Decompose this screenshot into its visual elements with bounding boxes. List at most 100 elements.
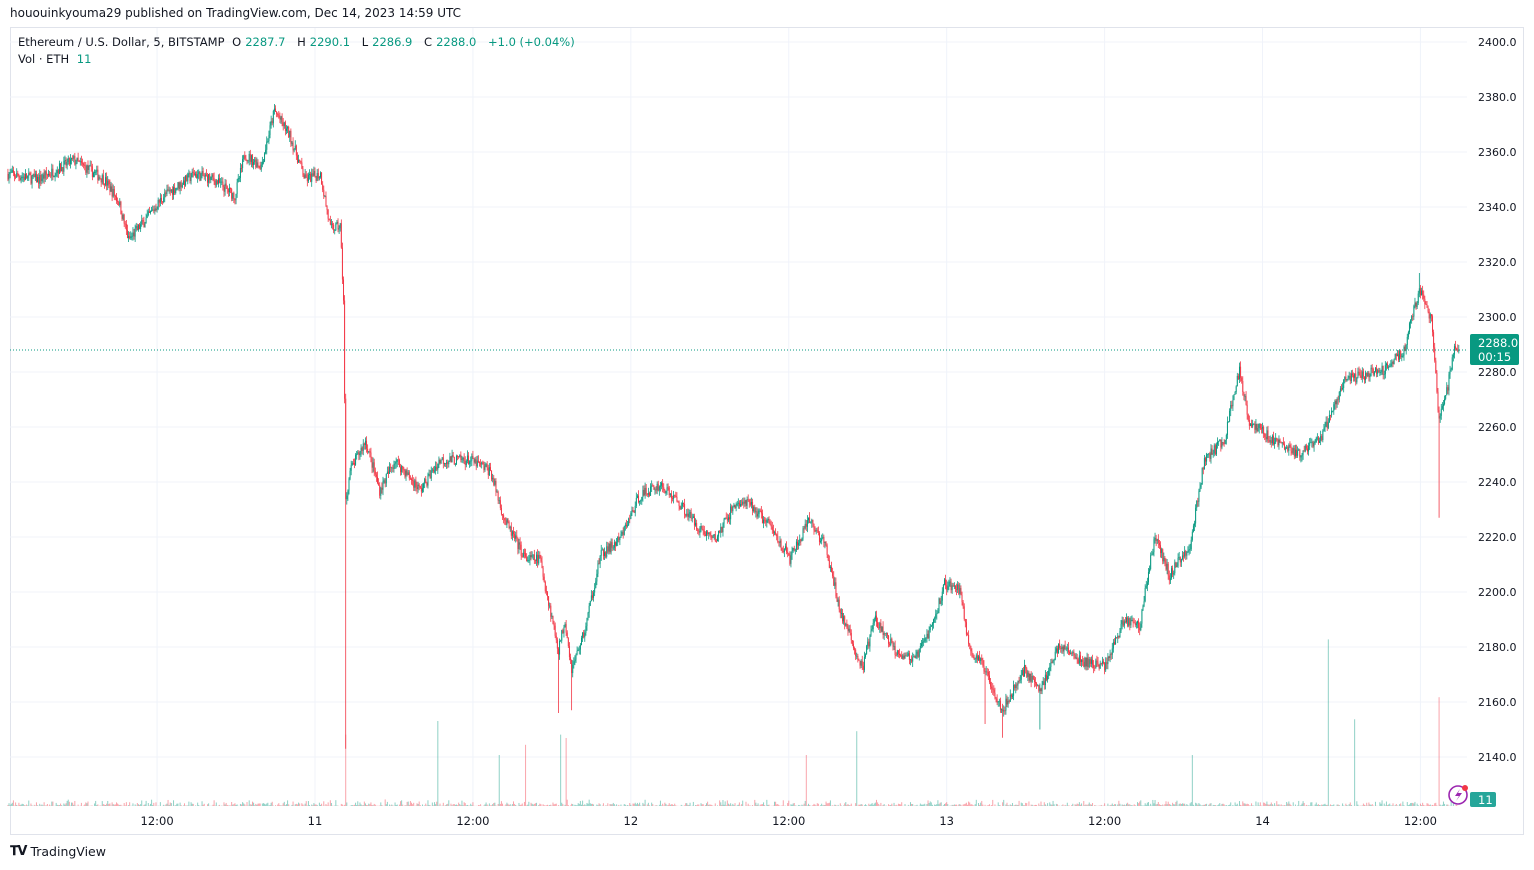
volume-bar bbox=[362, 805, 364, 806]
volume-bar bbox=[1410, 803, 1412, 806]
volume-bar bbox=[521, 803, 523, 806]
candle-body bbox=[49, 174, 51, 176]
candle-body bbox=[730, 506, 732, 520]
candle-body bbox=[447, 462, 449, 465]
candle-body bbox=[673, 495, 675, 499]
volume-bar bbox=[866, 805, 868, 806]
price-axis[interactable]: 2400.02380.02360.02340.02320.02300.02280… bbox=[1478, 36, 1517, 764]
candle-body bbox=[223, 187, 225, 192]
candle-body bbox=[769, 521, 771, 525]
candle-body bbox=[778, 541, 780, 543]
candle-body bbox=[943, 579, 945, 585]
candle-body bbox=[1228, 421, 1230, 423]
candle-body bbox=[1371, 367, 1373, 370]
candle-body bbox=[1056, 648, 1058, 654]
volume-bar bbox=[1321, 804, 1323, 806]
candle-body bbox=[967, 634, 969, 636]
volume-bar bbox=[860, 804, 862, 806]
candle-body bbox=[890, 638, 892, 646]
volume-bar bbox=[742, 800, 744, 806]
candle-body bbox=[1249, 423, 1251, 426]
candle-body bbox=[1242, 380, 1244, 392]
volume-bar bbox=[1274, 803, 1276, 806]
volume-bar bbox=[1195, 802, 1197, 806]
candle-body bbox=[178, 182, 180, 190]
volume-bar bbox=[384, 799, 386, 806]
candle-body bbox=[112, 189, 114, 197]
candle-body bbox=[1072, 651, 1074, 654]
candle-body bbox=[860, 660, 862, 666]
candle-body bbox=[92, 172, 94, 178]
candle-body bbox=[298, 159, 300, 163]
candle-body bbox=[590, 595, 592, 601]
volume-bar bbox=[1419, 803, 1421, 806]
volume-bar bbox=[445, 805, 447, 806]
candle-body bbox=[893, 646, 895, 647]
volume-bar bbox=[366, 805, 368, 806]
volume-bar bbox=[1147, 802, 1149, 806]
volume-bar bbox=[1166, 804, 1168, 806]
volume-bar bbox=[367, 805, 369, 806]
candle-body bbox=[261, 161, 263, 165]
volume-bar bbox=[60, 803, 62, 806]
candle-body bbox=[259, 166, 261, 170]
candle-body bbox=[480, 463, 482, 465]
candle-body bbox=[516, 535, 518, 539]
volume-bar bbox=[707, 801, 709, 806]
candle-body bbox=[389, 466, 391, 474]
candle-body bbox=[571, 660, 573, 674]
candle-body bbox=[919, 645, 921, 649]
volume-bar bbox=[275, 805, 277, 806]
volume-bar bbox=[175, 805, 177, 806]
alert-icon[interactable] bbox=[1448, 785, 1468, 805]
volume-bar bbox=[1271, 804, 1273, 806]
candle-body bbox=[1406, 336, 1408, 345]
ohlc-high: H 2290.1 bbox=[297, 35, 351, 49]
candle-body bbox=[804, 523, 806, 529]
candle-body bbox=[545, 591, 547, 593]
candle-body bbox=[1165, 562, 1167, 570]
candle-body bbox=[208, 174, 210, 183]
candle-body bbox=[238, 177, 240, 179]
candle-body bbox=[1028, 672, 1030, 681]
candle-body bbox=[564, 624, 566, 628]
candle-body bbox=[825, 541, 827, 546]
candle-body bbox=[334, 230, 336, 231]
volume-bar bbox=[652, 804, 654, 806]
volume-bar bbox=[659, 800, 661, 806]
volume-bar bbox=[67, 799, 69, 806]
candle-body bbox=[401, 465, 403, 473]
candle-body bbox=[1387, 363, 1389, 368]
volume-bar bbox=[128, 805, 130, 806]
volume-bar bbox=[1203, 804, 1205, 806]
candle-body bbox=[1097, 662, 1099, 665]
volume-bar bbox=[1173, 804, 1175, 806]
candle-body bbox=[847, 627, 849, 631]
candle-body bbox=[207, 175, 209, 183]
candle-body bbox=[1225, 435, 1227, 441]
time-axis[interactable]: 12:00 11 12:00 12 12:00 13 12:00 14 12:00 bbox=[141, 814, 1438, 828]
candle-body bbox=[65, 159, 67, 166]
volume-bar bbox=[292, 801, 294, 806]
volume-bar bbox=[992, 799, 994, 806]
candle-body bbox=[1402, 355, 1404, 357]
candle-body bbox=[1120, 623, 1122, 632]
volume-bar bbox=[891, 803, 893, 806]
symbol-title[interactable]: Ethereum / U.S. Dollar, 5, BITSTAMP bbox=[18, 35, 225, 49]
candle-body bbox=[1088, 659, 1090, 667]
volume-bar bbox=[936, 804, 938, 806]
candle-body bbox=[1388, 366, 1390, 368]
footer-brand[interactable]: 𝐓V TradingView bbox=[10, 844, 106, 859]
candle-body bbox=[1039, 688, 1041, 692]
volume-bar bbox=[321, 803, 323, 806]
volume-bar bbox=[1394, 805, 1396, 806]
volume-bar bbox=[923, 804, 925, 806]
candle-body bbox=[293, 149, 295, 151]
volume-label[interactable]: Vol · ETH bbox=[18, 52, 70, 66]
candle-body bbox=[1399, 351, 1401, 360]
volume-tag: 11 bbox=[1470, 792, 1496, 807]
volume-bar bbox=[346, 802, 348, 806]
candle-body bbox=[1430, 314, 1432, 317]
price-tick-label: 2200.0 bbox=[1478, 586, 1517, 599]
